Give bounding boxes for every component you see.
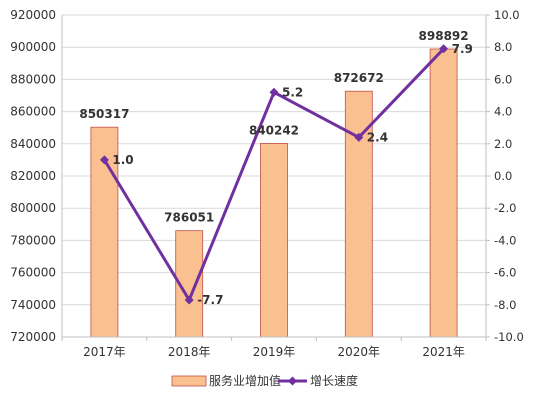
data-labels: 850317 786051 840242 872672 898892 1.0 -7.7 5.2… (79, 29, 473, 307)
y-left-tick-label: 820000 (10, 169, 56, 183)
bar (429, 48, 458, 338)
y-right-tick-label: 2.0 (494, 137, 512, 151)
y-left-tick-label: 760000 (10, 266, 56, 280)
x-category-label: 2021年 (422, 345, 465, 359)
axes: 720000 740000 760000 780000 800000 820000 8400… (10, 8, 524, 359)
bar-value-label: 898892 (419, 29, 469, 43)
y-right-tick-label: 4.0 (494, 105, 512, 119)
line-marker (439, 44, 449, 54)
y-left-tick-label: 860000 (10, 105, 56, 119)
bar (260, 143, 288, 338)
line-value-label: -7.7 (197, 293, 223, 307)
line-value-label: 2.4 (367, 130, 388, 144)
y-left-tick-label: 780000 (10, 233, 56, 247)
y-left-tick-label: 800000 (10, 201, 56, 215)
y-right-tick-label: -10.0 (494, 330, 524, 344)
bar-value-label: 872672 (334, 71, 384, 85)
y-left-tick-label: 920000 (10, 8, 56, 22)
bar-value-label: 850317 (79, 107, 129, 121)
line-marker (184, 295, 194, 305)
line-series (99, 44, 449, 305)
y-left-tick-label: 740000 (10, 298, 56, 312)
bar-value-label: 840242 (249, 123, 299, 137)
y-right-tick-label: -4.0 (494, 233, 516, 247)
bar-series (90, 48, 458, 338)
y-right-tick-label: 8.0 (494, 40, 512, 54)
legend-line-marker (288, 376, 297, 386)
line-value-label: 5.2 (282, 85, 303, 99)
line-marker (269, 87, 279, 97)
x-category-label: 2020年 (338, 345, 381, 359)
y-left-tick-label: 880000 (10, 72, 56, 86)
bar-value-label: 786051 (164, 211, 214, 225)
line-marker (99, 155, 109, 165)
y-left-tick-label: 840000 (10, 137, 56, 151)
legend-bar-label: 服务业增加值 (209, 373, 281, 388)
y-right-tick-label: 10.0 (494, 8, 520, 22)
x-category-label: 2019年 (253, 345, 296, 359)
y-right-tick-label: -6.0 (494, 266, 516, 280)
legend: 服务业增加值 增长速度 (171, 373, 358, 388)
line-value-label: 1.0 (112, 153, 133, 167)
x-category-label: 2018年 (168, 345, 211, 359)
y-right-tick-label: 6.0 (494, 72, 512, 86)
y-left-tick-label: 900000 (10, 40, 56, 54)
line-marker (354, 132, 364, 142)
line-value-label: 7.9 (452, 42, 473, 56)
y-right-tick-label: -8.0 (494, 298, 516, 312)
legend-bar-swatch (171, 375, 207, 387)
y-right-tick-label: -2.0 (494, 201, 516, 215)
x-category-label: 2017年 (83, 345, 126, 359)
legend-line-label: 增长速度 (310, 373, 358, 388)
y-right-tick-label: 0.0 (494, 169, 512, 183)
y-left-tick-label: 720000 (10, 330, 56, 344)
